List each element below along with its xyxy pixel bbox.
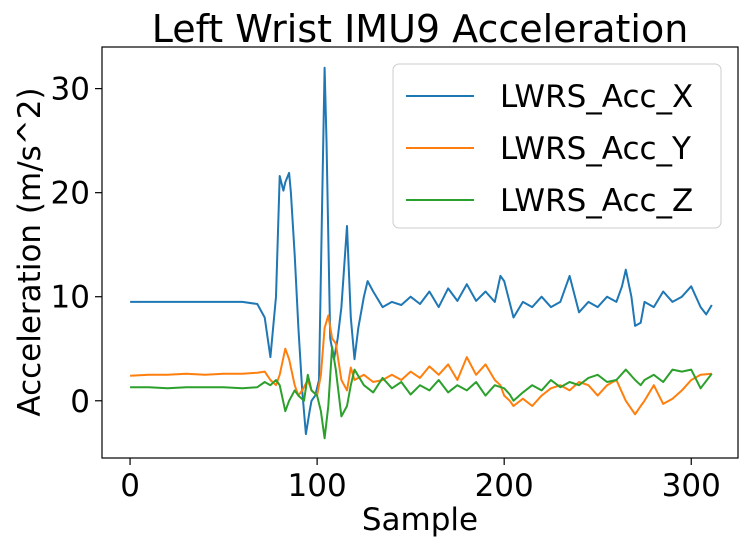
ticks-layer: 0 100 200 300 0 10 20 30 (51, 72, 721, 504)
x-tick-label: 200 (475, 468, 534, 504)
legend-label: LWRS_Acc_Z (500, 183, 693, 219)
series-line-lwrs-acc-x (130, 66, 713, 436)
chart-title: Left Wrist IMU9 Acceleration (152, 7, 689, 51)
series-line-lwrs-acc-y (130, 314, 712, 416)
x-tick-label: 300 (662, 468, 721, 504)
y-tick-label: 30 (51, 72, 90, 108)
x-tick-label: 0 (120, 468, 140, 504)
x-tick-label: 100 (288, 468, 347, 504)
legend-label: LWRS_Acc_Y (500, 131, 691, 167)
y-tick-label: 10 (51, 280, 90, 316)
y-tick-label: 0 (70, 384, 90, 420)
legend: LWRS_Acc_X LWRS_Acc_Y LWRS_Acc_Z (392, 63, 722, 229)
series-layer (130, 66, 713, 440)
x-axis-label: Sample (362, 502, 478, 538)
y-axis-label: Acceleration (m/s^2) (12, 87, 48, 416)
y-tick-label: 20 (51, 176, 90, 212)
legend-box (392, 63, 722, 229)
legend-label: LWRS_Acc_X (500, 79, 693, 115)
plot-frame (101, 46, 739, 459)
series-line-lwrs-acc-z (130, 345, 713, 440)
